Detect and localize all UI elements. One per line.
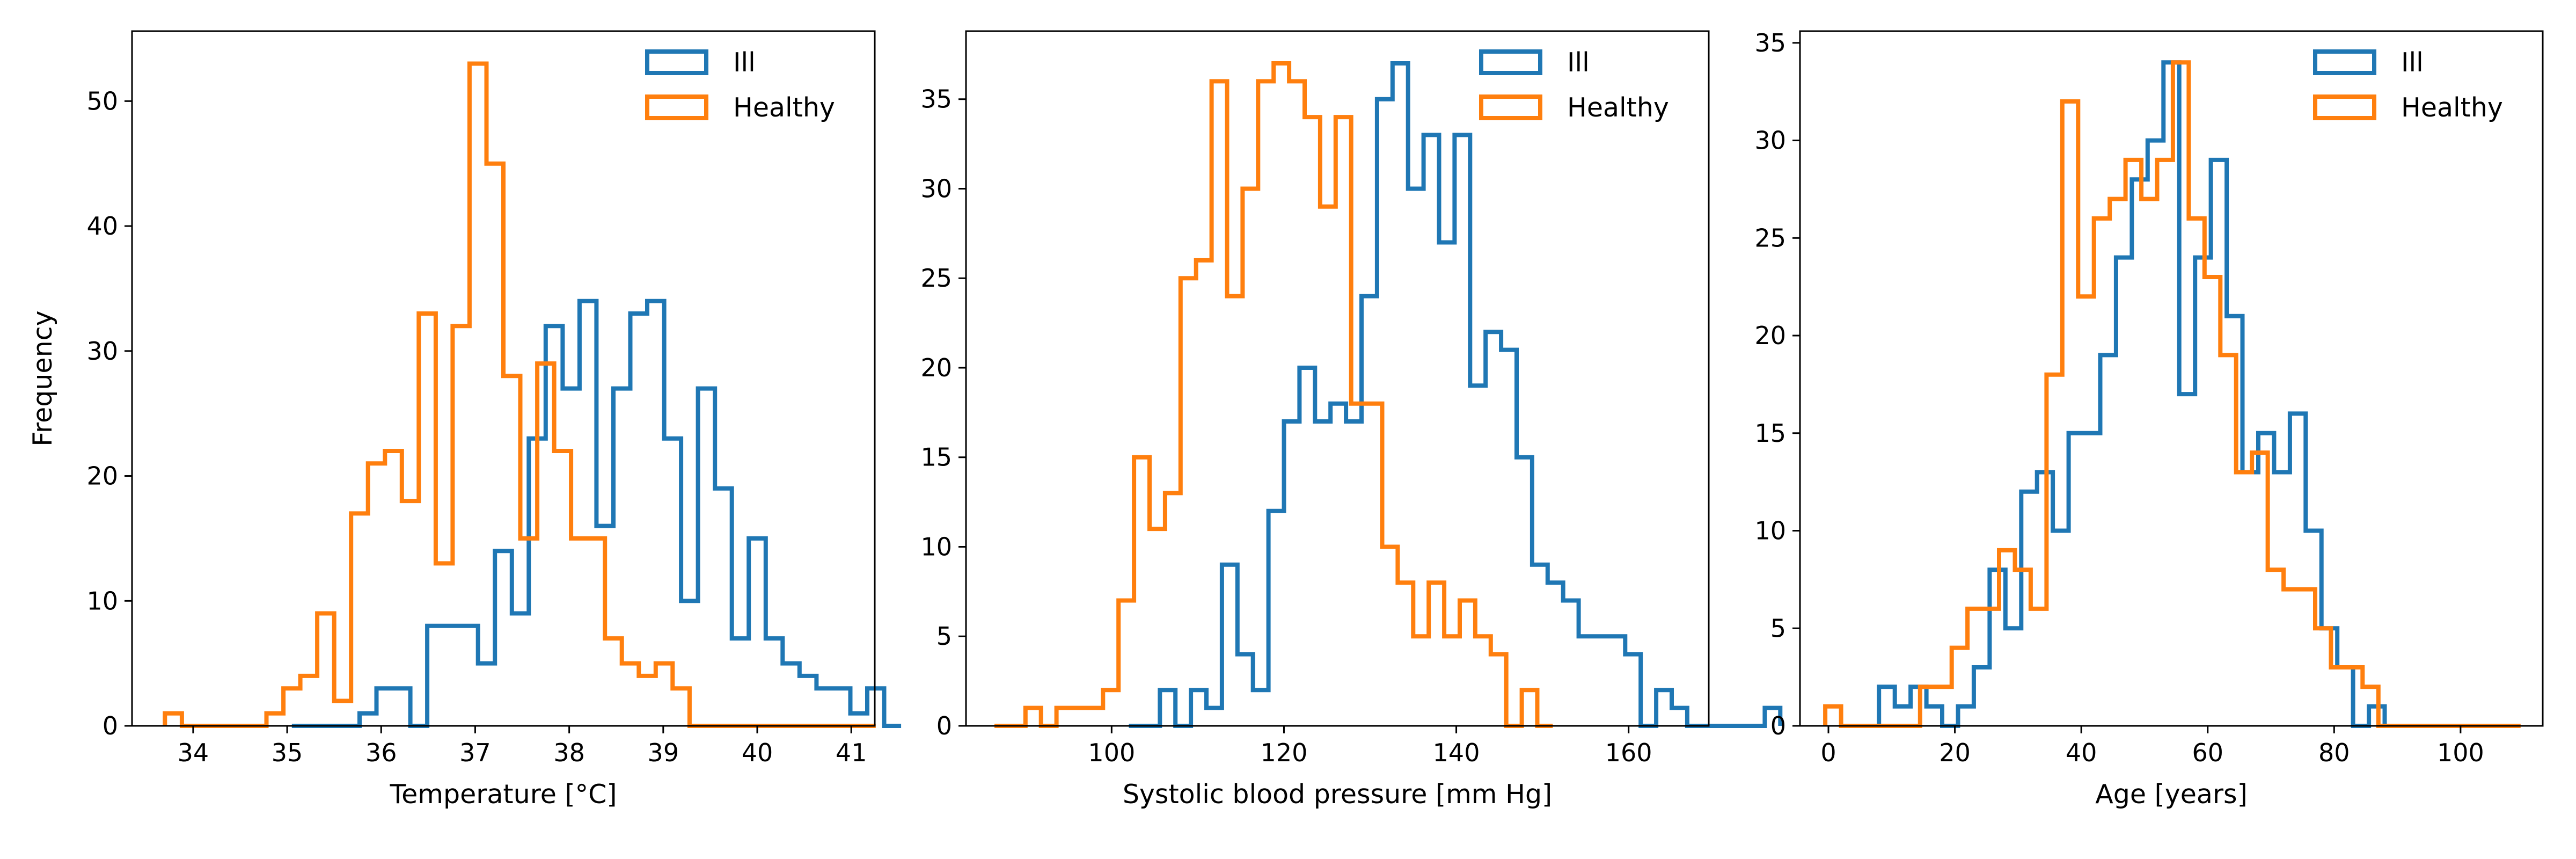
x-tick-label: 36: [365, 738, 397, 767]
y-tick-label: 10: [920, 532, 952, 561]
x-axis-label: Systolic blood pressure [mm Hg]: [1123, 779, 1552, 810]
x-tick-label: 140: [1433, 738, 1480, 767]
legend-label-ill: Ill: [733, 47, 756, 78]
x-tick-label: 37: [459, 738, 491, 767]
y-tick-label: 20: [920, 353, 952, 382]
x-tick-label: 39: [648, 738, 679, 767]
legend-label-ill: Ill: [2401, 47, 2424, 78]
series-healthy-histogram: [163, 61, 876, 728]
y-tick-label: 30: [1754, 126, 1786, 155]
x-tick-label: 40: [742, 738, 773, 767]
legend-label-healthy: Healthy: [2401, 92, 2503, 123]
legend-label-healthy: Healthy: [1567, 92, 1669, 123]
y-tick-label: 15: [920, 443, 952, 472]
y-axis-label: Frequency: [27, 310, 58, 446]
y-tick-label: 0: [1770, 711, 1786, 740]
y-tick-label: 0: [936, 711, 952, 740]
y-tick-label: 25: [1754, 223, 1786, 252]
legend-swatch-healthy: [2313, 94, 2376, 120]
x-tick-label: 34: [178, 738, 209, 767]
x-tick-label: 100: [2437, 738, 2484, 767]
axes-frame: [965, 30, 1710, 727]
x-tick-label: 20: [1939, 738, 1971, 767]
y-tick-label: 35: [1754, 28, 1786, 57]
panel-temperature: 34 35 36 37 38 39 40 41 0 10 20 30 40 50 Temperature […: [27, 30, 902, 810]
x-tick-label: 160: [1605, 738, 1652, 767]
y-tick-label: 30: [920, 174, 952, 203]
legend: Ill Healthy: [645, 47, 835, 123]
legend-swatch-ill: [645, 49, 708, 75]
x-tick-label: 120: [1261, 738, 1308, 767]
series-healthy-histogram: [994, 61, 1553, 728]
x-tick-label: 0: [1820, 738, 1836, 767]
x-tick-label: 100: [1088, 738, 1135, 767]
legend: Ill Healthy: [2313, 47, 2503, 123]
series-healthy-histogram: [1823, 60, 2521, 728]
legend-label-ill: Ill: [1567, 47, 1590, 78]
y-tick-label: 30: [86, 337, 118, 366]
axes-frame: [131, 30, 876, 727]
y-tick-label: 50: [86, 86, 118, 115]
x-tick-label: 60: [2192, 738, 2223, 767]
x-tick-label: 38: [553, 738, 585, 767]
y-tick-label: 35: [920, 85, 952, 114]
x-axis-label: Age [years]: [2095, 779, 2247, 810]
x-axis-label: Temperature [°C]: [390, 779, 617, 810]
legend-swatch-healthy: [645, 94, 708, 120]
y-tick-label: 5: [1770, 614, 1786, 643]
axes-frame: [1799, 30, 2544, 727]
y-tick-label: 15: [1754, 419, 1786, 448]
y-tick-label: 25: [920, 264, 952, 293]
y-tick-label: 10: [1754, 516, 1786, 545]
legend-swatch-healthy: [1479, 94, 1542, 120]
y-tick-label: 20: [86, 462, 118, 491]
x-tick-label: 41: [836, 738, 867, 767]
x-tick-label: 40: [2066, 738, 2097, 767]
legend-label-healthy: Healthy: [733, 92, 835, 123]
y-tick-label: 5: [936, 622, 952, 651]
y-tick-label: 10: [86, 586, 118, 615]
legend-swatch-ill: [2313, 49, 2376, 75]
x-tick-label: 35: [272, 738, 303, 767]
series-ill-histogram: [1129, 61, 1783, 728]
panel-age: 0 20 40 60 80 100 0 5 10 15 20 25 30 35 Age [years] Ill…: [1754, 28, 2544, 810]
x-tick-label: 80: [2318, 738, 2350, 767]
legend: Ill Healthy: [1479, 47, 1669, 123]
y-tick-label: 40: [86, 212, 118, 241]
legend-swatch-ill: [1479, 49, 1542, 75]
y-tick-label: 0: [103, 711, 118, 740]
y-tick-label: 20: [1754, 321, 1786, 350]
